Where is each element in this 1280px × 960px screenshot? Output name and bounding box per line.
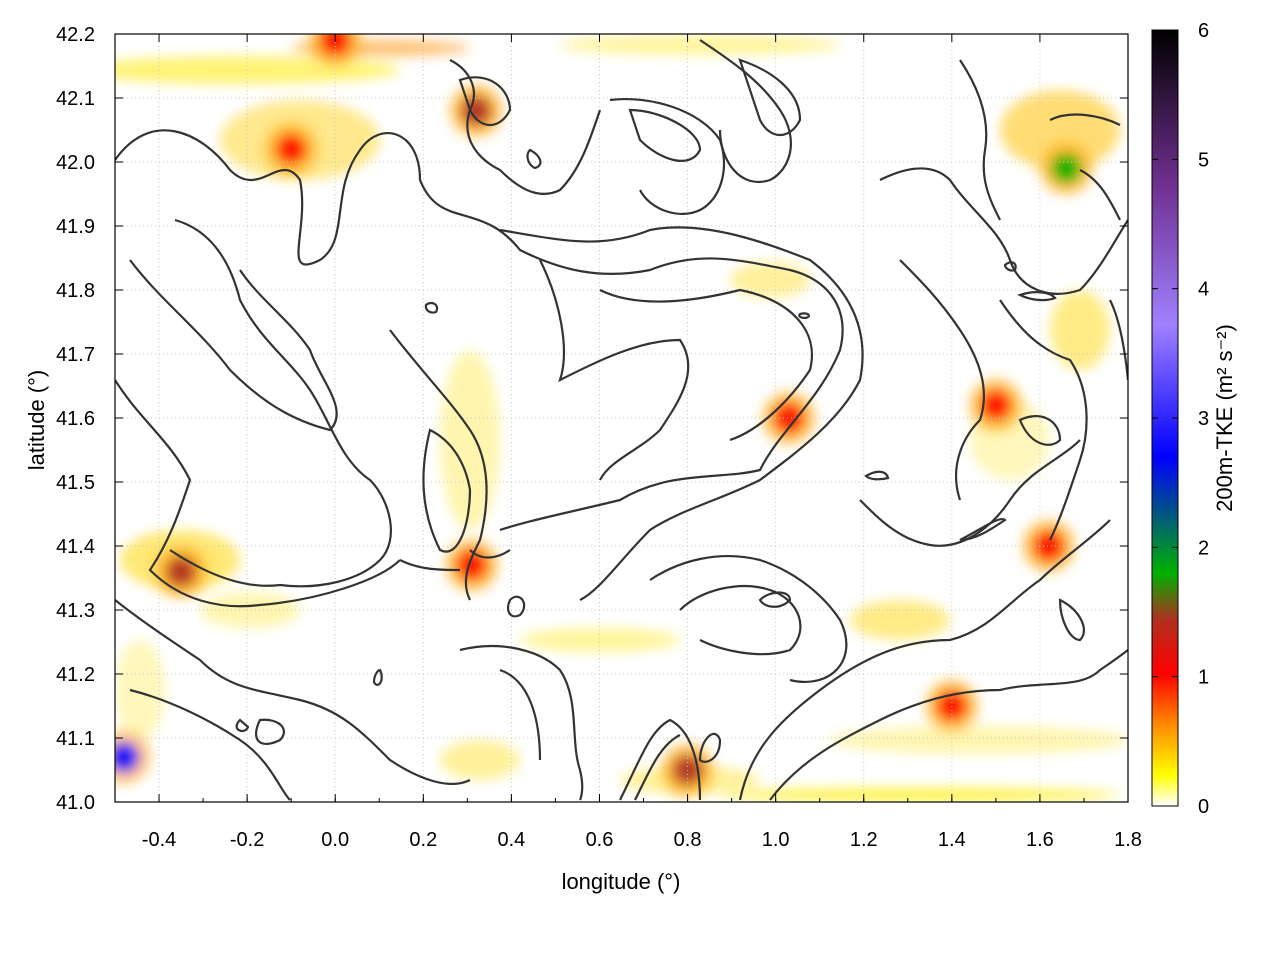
colorbar-tick-label: 6: [1198, 20, 1209, 42]
colorbar-axis: 0 1 2 3 4 5 6: [1152, 20, 1209, 818]
hotspot-core: [456, 550, 487, 581]
hotspot-core: [1033, 531, 1064, 561]
x-tick-label: 0.6: [586, 829, 614, 851]
colorbar-tick-label: 4: [1198, 279, 1209, 301]
y-tick-label: 42.0: [56, 152, 95, 174]
y-tick-label: 42.1: [56, 88, 95, 110]
hotspot-core: [276, 134, 307, 165]
y-tick-label: 41.5: [56, 472, 95, 494]
x-tick-label: 1.8: [1114, 829, 1142, 851]
x-tick-label: 1.2: [850, 829, 878, 851]
y-axis: 41.0 41.1 41.2 41.3 41.4 41.5 41.6 41.7 41.8 41.9…: [56, 24, 1128, 814]
colorbar-tick-label: 2: [1198, 537, 1209, 559]
hotspot-core: [320, 34, 351, 56]
x-tick-label: 1.4: [938, 829, 966, 851]
x-tick-label: 1.6: [1026, 829, 1054, 851]
x-tick-label: 0.8: [674, 829, 702, 851]
x-tick-label: 0.2: [409, 829, 437, 851]
colorbar-tick-label: 5: [1198, 149, 1209, 171]
y-tick-label: 41.8: [56, 280, 95, 302]
colorbar-tick-label: 1: [1198, 667, 1209, 689]
x-tick-label: 0.4: [497, 829, 525, 851]
y-tick-label: 41.0: [56, 792, 95, 814]
colorbar-tick-label: 3: [1198, 408, 1209, 430]
x-tick-label: -0.4: [142, 829, 176, 851]
y-tick-label: 41.4: [56, 536, 95, 558]
hotspot-core: [1051, 153, 1082, 184]
y-tick-label: 41.7: [56, 344, 95, 366]
hotspot-core: [980, 390, 1011, 421]
terrain-contours: [115, 39, 1128, 801]
colorbar-tick-label: 0: [1198, 796, 1209, 818]
hotspot-core: [115, 742, 139, 773]
x-tick-label: 1.0: [762, 829, 790, 851]
x-axis: -0.4 -0.2 0.0 0.2 0.4 0.6 0.8 1.0 1.2 1.4 1.6 1.8: [114, 34, 1142, 851]
x-axis-title: longitude (°): [562, 869, 681, 894]
y-tick-label: 41.9: [56, 216, 95, 238]
y-axis-title: latitude (°): [24, 370, 49, 471]
x-tick-label: -0.2: [230, 829, 264, 851]
x-tick-label: 0.0: [321, 829, 349, 851]
colorbar-title: 200m-TKE (m² s⁻²): [1212, 324, 1237, 512]
hotspot-core: [773, 403, 804, 433]
hotspot-core: [166, 556, 197, 587]
y-tick-label: 41.3: [56, 600, 95, 622]
y-tick-label: 41.2: [56, 664, 95, 686]
y-tick-label: 41.6: [56, 408, 95, 430]
y-tick-label: 41.1: [56, 728, 95, 750]
y-tick-label: 42.2: [56, 24, 95, 46]
